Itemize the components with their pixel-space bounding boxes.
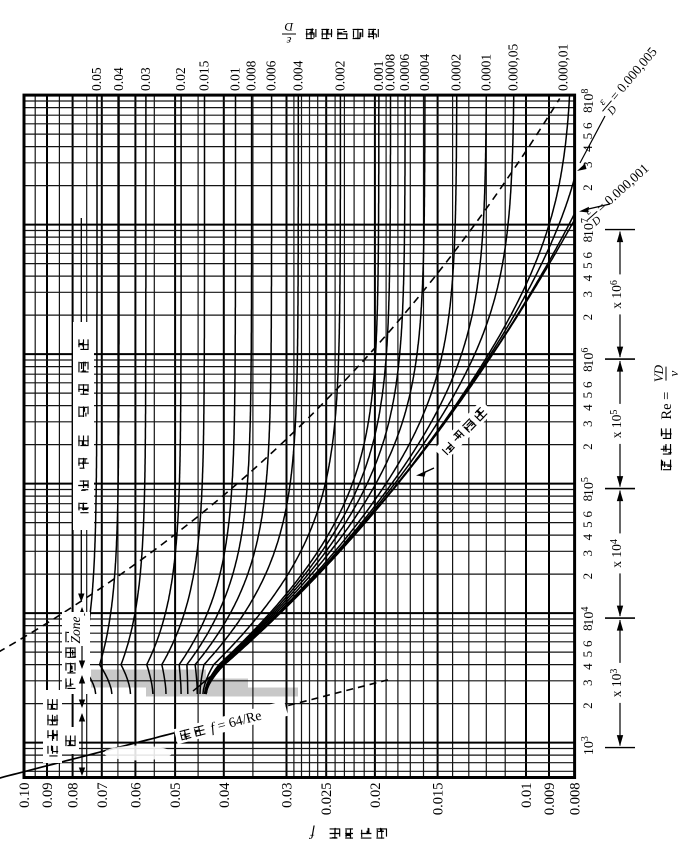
svg-text:0.025: 0.025 <box>319 783 335 816</box>
svg-text:3: 3 <box>580 680 595 687</box>
svg-text:0.05: 0.05 <box>168 783 184 808</box>
svg-text:0.10: 0.10 <box>17 783 33 808</box>
svg-text:2: 2 <box>580 443 595 450</box>
svg-text:0.001: 0.001 <box>371 61 386 91</box>
svg-text:5: 5 <box>580 133 595 140</box>
svg-text:0.03: 0.03 <box>280 783 296 808</box>
svg-text:5: 5 <box>580 262 595 269</box>
svg-text:2: 2 <box>580 184 595 191</box>
svg-text:0.000,05: 0.000,05 <box>506 44 521 92</box>
svg-text:0.06: 0.06 <box>128 783 144 808</box>
svg-text:8: 8 <box>580 106 595 113</box>
svg-text:8: 8 <box>580 495 595 502</box>
svg-text:3: 3 <box>580 550 595 557</box>
svg-text:0.04: 0.04 <box>217 782 233 808</box>
svg-text:ν: ν <box>666 370 681 376</box>
svg-text:6: 6 <box>580 511 595 518</box>
svg-text:0.05: 0.05 <box>89 67 104 91</box>
svg-text:0.0002: 0.0002 <box>449 54 464 91</box>
svg-text:0.004: 0.004 <box>290 60 305 91</box>
svg-text:x 105: x 105 <box>609 410 624 439</box>
svg-text:x 106: x 106 <box>609 280 624 309</box>
svg-text:8: 8 <box>580 236 595 243</box>
svg-text:5: 5 <box>580 521 595 528</box>
svg-text:0.0008: 0.0008 <box>383 54 398 91</box>
svg-text:4: 4 <box>580 663 595 670</box>
svg-text:4: 4 <box>580 274 595 281</box>
svg-text:6: 6 <box>580 640 595 647</box>
svg-text:4: 4 <box>580 533 595 540</box>
svg-text:3: 3 <box>580 291 595 298</box>
svg-text:0.08: 0.08 <box>66 783 82 808</box>
svg-text:0.0006: 0.0006 <box>397 54 412 91</box>
svg-text:0.015: 0.015 <box>431 783 447 816</box>
svg-text:Zone: Zone <box>68 616 83 643</box>
svg-text:2: 2 <box>580 314 595 321</box>
svg-text:f: f <box>309 825 315 841</box>
svg-text:ε: ε <box>582 205 594 217</box>
svg-text:2: 2 <box>580 573 595 580</box>
svg-text:8: 8 <box>580 624 595 631</box>
svg-text:ε: ε <box>286 34 291 48</box>
svg-text:0.07: 0.07 <box>95 783 111 808</box>
svg-text:6: 6 <box>580 252 595 259</box>
svg-text:0.006: 0.006 <box>264 60 279 91</box>
svg-text:6: 6 <box>580 122 595 129</box>
svg-text:0.01: 0.01 <box>228 67 243 91</box>
svg-text:3: 3 <box>580 421 595 428</box>
svg-text:0.015: 0.015 <box>197 60 212 91</box>
svg-text:0.02: 0.02 <box>173 67 188 91</box>
svg-text:VD: VD <box>651 364 666 382</box>
svg-text:0.009: 0.009 <box>542 783 558 816</box>
svg-text:D: D <box>284 20 294 34</box>
svg-text:2: 2 <box>580 702 595 709</box>
svg-text:x 103: x 103 <box>609 669 624 698</box>
svg-text:0.04: 0.04 <box>111 67 126 91</box>
svg-text:0.02: 0.02 <box>368 783 384 808</box>
svg-text:0.002: 0.002 <box>332 61 347 91</box>
svg-text:5: 5 <box>580 651 595 658</box>
svg-text:ε: ε <box>596 96 608 108</box>
svg-text:0.0004: 0.0004 <box>417 54 432 91</box>
svg-text:0.008: 0.008 <box>568 783 584 816</box>
svg-text:0.008: 0.008 <box>244 60 259 91</box>
svg-text:Re =: Re = <box>659 392 675 420</box>
svg-text:x 104: x 104 <box>609 539 624 568</box>
svg-text:4: 4 <box>580 404 595 411</box>
svg-text:0.03: 0.03 <box>138 67 153 91</box>
svg-text:0.01: 0.01 <box>519 783 535 808</box>
svg-text:8: 8 <box>580 365 595 372</box>
svg-text:0.0001: 0.0001 <box>478 54 493 91</box>
svg-text:0.000,01: 0.000,01 <box>556 44 571 91</box>
svg-text:5: 5 <box>580 392 595 399</box>
svg-text:3: 3 <box>580 162 595 169</box>
svg-text:0.09: 0.09 <box>40 783 56 808</box>
svg-text:6: 6 <box>580 381 595 388</box>
